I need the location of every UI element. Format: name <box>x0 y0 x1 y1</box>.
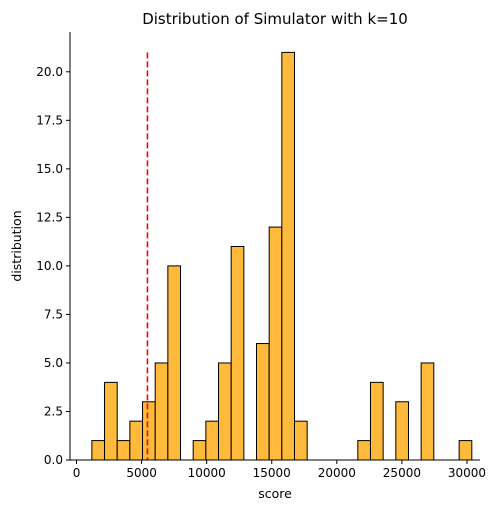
y-tick-label: 5.0 <box>44 356 63 370</box>
histogram-bar <box>192 440 207 461</box>
histogram-bar <box>142 401 156 461</box>
histogram-bar <box>154 362 169 461</box>
x-tick-label: 20000 <box>318 466 356 480</box>
histogram-bar <box>281 51 295 461</box>
y-tick-label: 17.5 <box>36 113 63 127</box>
y-ticks: 0.0 2.5 5.0 7.5 10.0 12.5 15.0 17.5 20.0 <box>36 65 70 467</box>
histogram-bar <box>268 226 283 461</box>
histogram-bar <box>369 381 384 461</box>
histogram-bar <box>256 343 270 461</box>
y-tick-label: 0.0 <box>44 453 63 467</box>
chart-title: Distribution of Simulator with k=10 <box>142 10 408 28</box>
y-axis-label: distribution <box>9 210 24 281</box>
y-tick-label: 10.0 <box>36 259 63 273</box>
y-tick-label: 2.5 <box>44 404 63 418</box>
histogram-bar <box>293 420 308 461</box>
histogram-bar <box>230 245 245 461</box>
axes <box>69 32 480 461</box>
histogram-bar <box>357 440 371 461</box>
histogram-bar <box>205 420 220 461</box>
histogram-bar <box>420 362 435 461</box>
x-tick-label: 30000 <box>448 466 486 480</box>
x-tick-label: 25000 <box>383 466 421 480</box>
histogram-bar <box>129 420 144 461</box>
y-tick-label: 12.5 <box>36 210 63 224</box>
x-axis-label: score <box>258 486 292 501</box>
x-tick-label: 0 <box>73 466 81 480</box>
x-ticks: 0 5000 10000 15000 20000 25000 30000 <box>73 460 486 480</box>
y-tick-label: 7.5 <box>44 307 63 321</box>
histogram-bar <box>116 440 131 461</box>
y-tick-label: 15.0 <box>36 162 63 176</box>
x-tick-label: 10000 <box>188 466 226 480</box>
histogram-bar <box>458 440 473 461</box>
histogram-bar <box>167 265 182 461</box>
histogram-bars <box>91 51 473 461</box>
y-tick-label: 20.0 <box>36 65 63 79</box>
histogram-bar <box>395 401 409 461</box>
x-tick-label: 15000 <box>253 466 291 480</box>
histogram-bar <box>91 440 106 461</box>
x-tick-label: 5000 <box>126 466 157 480</box>
histogram-bar <box>104 381 118 461</box>
histogram-bar <box>218 362 232 461</box>
